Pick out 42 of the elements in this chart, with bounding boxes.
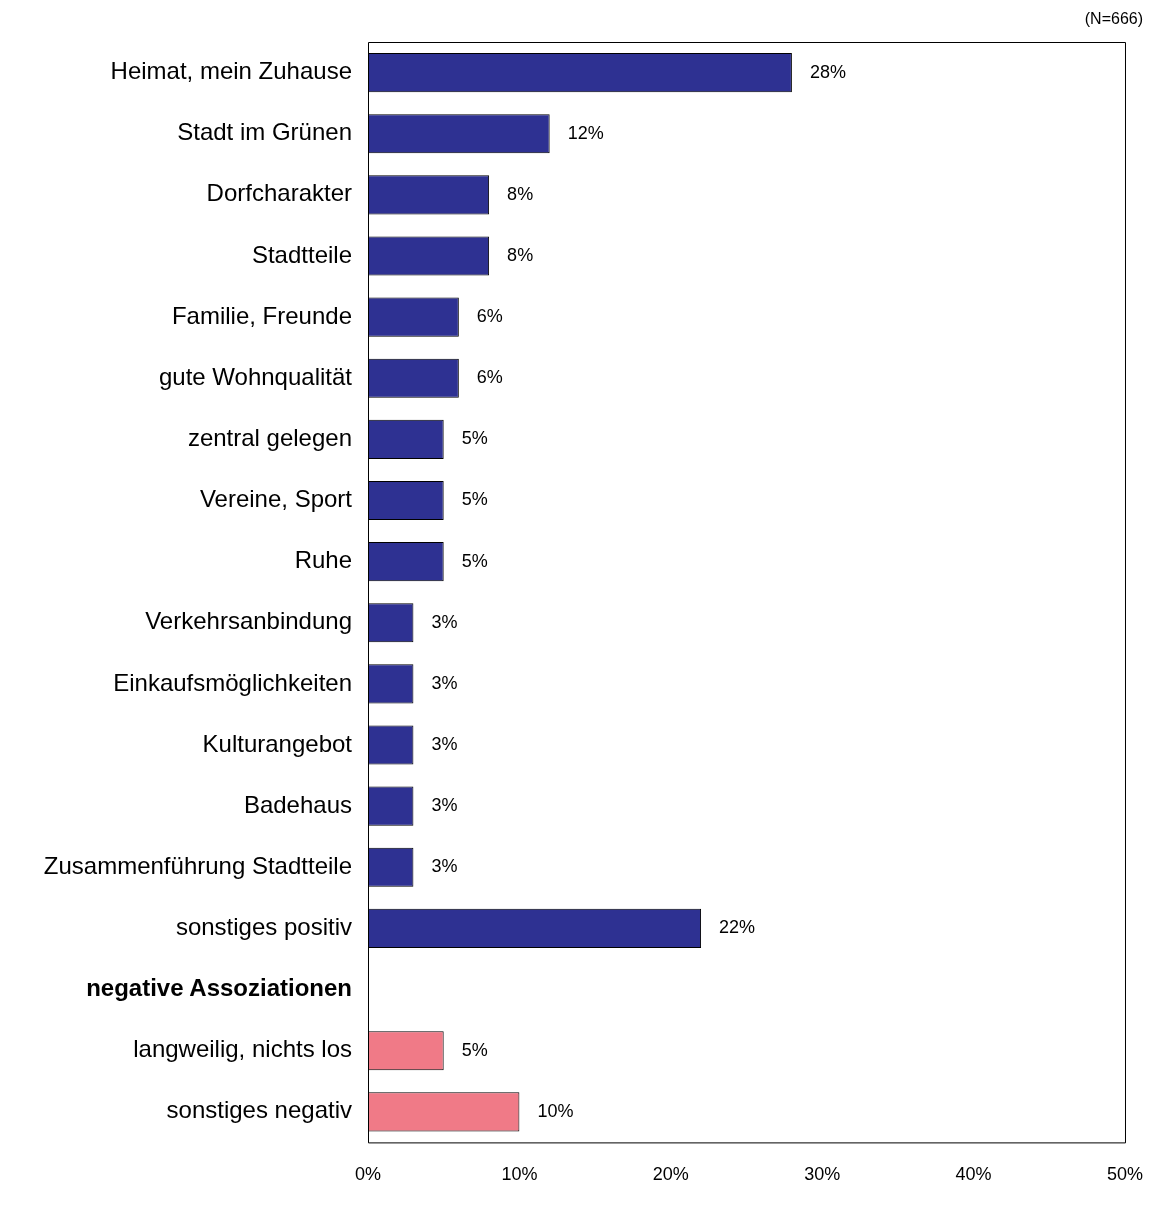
x-tick-label: 0% bbox=[354, 1164, 382, 1185]
x-tick-label: 50% bbox=[1106, 1164, 1143, 1185]
data-label: 3% bbox=[431, 734, 458, 754]
y-tick-label: sonstiges positiv bbox=[175, 913, 352, 941]
x-tick-label: 30% bbox=[804, 1164, 841, 1185]
y-tick-label: Kulturangebot bbox=[202, 729, 353, 757]
data-label: 8% bbox=[507, 244, 534, 265]
data-label: 5% bbox=[461, 428, 488, 449]
y-tick-label: Dorfcharakter bbox=[206, 179, 352, 207]
data-label: 5% bbox=[461, 489, 488, 510]
y-tick-label: Stadt im Grünen bbox=[177, 118, 352, 146]
y-tick-label: Ruhe bbox=[294, 546, 352, 574]
data-label: 5% bbox=[461, 1039, 488, 1060]
x-tick-label: 40% bbox=[955, 1164, 992, 1185]
y-tick-label: Familie, Freunde bbox=[171, 301, 352, 329]
data-label: 6% bbox=[476, 306, 503, 327]
y-tick-label: Einkaufsmöglichkeiten bbox=[113, 668, 352, 696]
y-tick-label: Badehaus bbox=[243, 790, 352, 818]
y-tick-label: langweilig, nichts los bbox=[133, 1035, 352, 1063]
y-tick-label: gute Wohnqualität bbox=[158, 362, 353, 390]
data-label: 12% bbox=[567, 122, 604, 143]
y-tick-label: Vereine, Sport bbox=[199, 485, 353, 513]
data-label: 10% bbox=[537, 1100, 574, 1121]
y-tick-label: Heimat, mein Zuhause bbox=[110, 57, 352, 85]
y-tick-label: Zusammenführung Stadtteile bbox=[43, 851, 352, 879]
data-label: 3% bbox=[431, 856, 458, 877]
x-tick-label: 20% bbox=[652, 1164, 689, 1185]
data-label: 8% bbox=[507, 183, 534, 204]
x-tick-label: 10% bbox=[501, 1164, 538, 1185]
data-label: 3% bbox=[431, 611, 458, 632]
text: (N=666) bbox=[1084, 10, 1143, 28]
data-label: 6% bbox=[476, 367, 503, 388]
y-tick-label: sonstiges negativ bbox=[166, 1096, 352, 1124]
data-label: 3% bbox=[431, 795, 458, 816]
y-tick-label: zentral gelegen bbox=[187, 423, 352, 451]
data-label: 3% bbox=[431, 672, 458, 693]
y-tick-label: Verkehrsanbindung bbox=[145, 607, 352, 635]
data-label: 5% bbox=[461, 550, 488, 571]
data-label: 28% bbox=[809, 61, 846, 82]
y-tick-label: Stadtteile bbox=[251, 240, 352, 268]
y-tick-label: negative Assoziationen bbox=[86, 974, 352, 1002]
data-label: 22% bbox=[719, 917, 756, 938]
